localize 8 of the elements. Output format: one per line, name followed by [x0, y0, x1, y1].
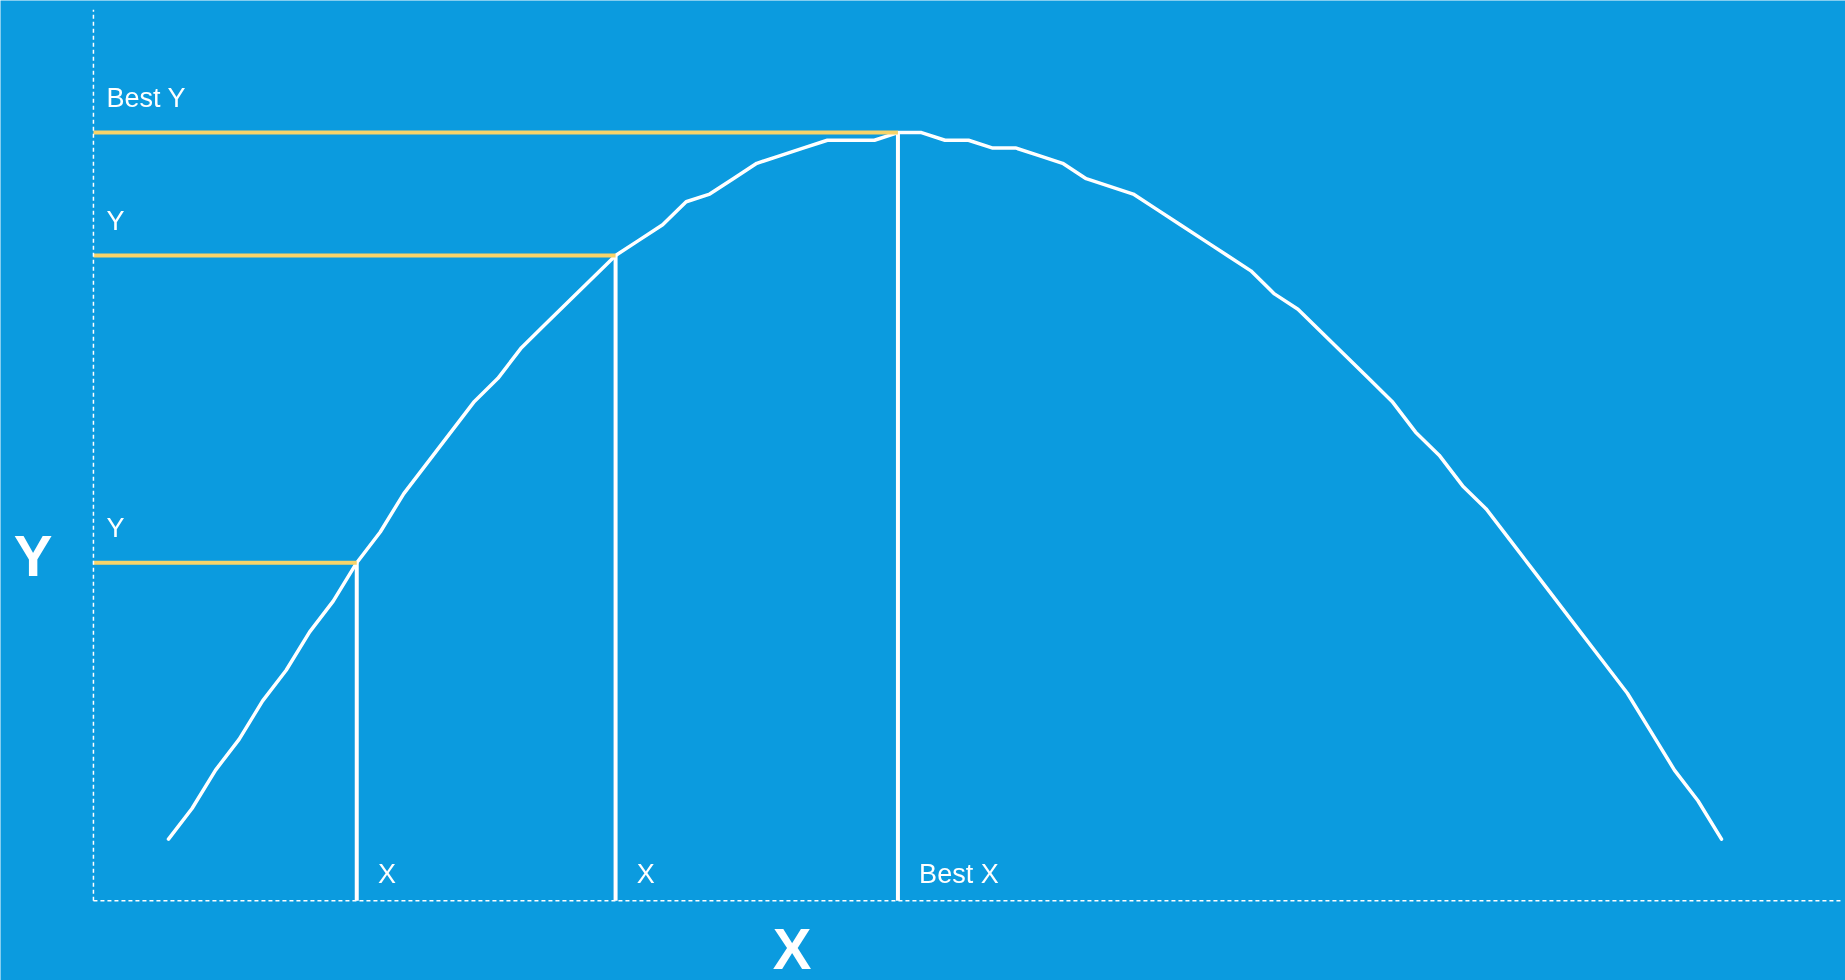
annotation: X [377, 858, 396, 889]
ref-line-label: Y [106, 513, 125, 544]
annotation: Best X [919, 858, 999, 889]
ref-line-label: Y [106, 205, 125, 236]
x-axis-title: X [772, 915, 812, 980]
ref-line-label: Best Y [106, 83, 186, 114]
y-axis-title: Y [13, 522, 53, 588]
annotation: X [636, 858, 655, 889]
